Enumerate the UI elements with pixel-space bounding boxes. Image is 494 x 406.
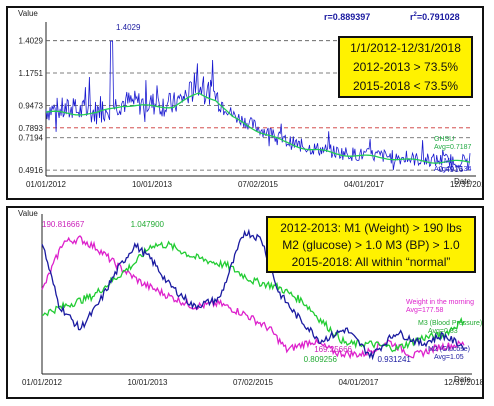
top-y-tick-label: 0.7893 — [19, 124, 44, 133]
bottom-chart-panel: Value 01/01/2012 10/01/2013 07/02/2015 04/0… — [6, 206, 484, 399]
top-series-ghsu-line — [45, 40, 471, 171]
bottom-series-glucose-line — [41, 228, 465, 361]
bottom-x-tick-label: 07/02/2015 — [233, 378, 274, 387]
bottom-x-tick-label: 12/31/2018 — [444, 378, 482, 387]
top-y-tick-label: 0.7194 — [19, 134, 44, 143]
bottom-box-line-2: M2 (glucose) > 1.0 M3 (BP) > 1.0 — [282, 238, 460, 252]
top-chart-panel: Value r=0.889397 r2=0.791028 1.4029 1.175… — [6, 6, 484, 200]
bottom-annotation-weight-max: 190.816667 — [42, 220, 85, 229]
top-y-axis-title: Value — [18, 9, 38, 18]
bottom-box-line-1: 2012-2013: M1 (Weight) > 190 lbs — [280, 221, 462, 235]
top-x-tick-label: 12/31/2018 — [450, 180, 482, 189]
top-y-tick-label: 0.9473 — [19, 101, 44, 110]
bottom-legend-glucose: M2 (Glucose) Avg=1.05 — [428, 346, 471, 361]
bottom-legend-bp: M3 (Blood Pressure) Avg=0.83 — [418, 320, 483, 335]
top-box-line-1: 1/1/2012-12/31/2018 — [350, 41, 461, 55]
top-x-tick-label: 01/01/2012 — [26, 180, 67, 189]
bottom-annotation-weight-min: 169.25666 — [314, 345, 352, 354]
top-series-mi-line — [45, 92, 471, 164]
bottom-series-weight-line — [41, 235, 465, 360]
bottom-annotation-bp-min: 0.809256 — [304, 355, 338, 364]
top-r2-stat: r2=0.791028 — [410, 12, 460, 22]
bottom-box-line-3: 2015-2018: All within “normal” — [291, 255, 451, 269]
bottom-x-tick-label: 04/01/2017 — [338, 378, 379, 387]
bottom-x-tick-label: 01/01/2012 — [22, 378, 63, 387]
top-r-stat: r=0.889397 — [324, 12, 371, 22]
top-peak-label: 1.4029 — [116, 23, 141, 32]
top-min-label: 0.4916 — [439, 165, 464, 174]
bottom-x-tick-label: 10/01/2013 — [127, 378, 168, 387]
top-y-tick-label: 1.4029 — [19, 37, 44, 46]
bottom-legend-weight: Weight in the morning Avg=177.58 — [406, 299, 474, 314]
top-x-tick-label: 07/02/2015 — [238, 180, 279, 189]
bottom-annotation-bp-max: 1.047900 — [131, 220, 165, 229]
top-summary-box: 1/1/2012-12/31/2018 2012-2013 > 73.5% 20… — [338, 36, 473, 98]
bottom-annotation-glucose-min: 0.931241 — [377, 355, 411, 364]
top-y-tick-label: 1.1751 — [19, 69, 44, 78]
top-legend-mi: MI Avg=0.7134 — [434, 158, 472, 173]
top-box-line-2: 2012-2013 > 73.5% — [352, 60, 459, 74]
top-x-axis-title: Date — [454, 177, 471, 186]
top-x-tick-label: 10/01/2013 — [132, 180, 173, 189]
bottom-chart-plot: 01/01/2012 10/01/2013 07/02/2015 04/01/2017… — [22, 214, 482, 387]
bottom-summary-box: 2012-2013: M1 (Weight) > 190 lbs M2 (glu… — [266, 216, 476, 273]
bottom-series-bp-line — [41, 240, 465, 353]
top-x-tick-label: 04/01/2017 — [344, 180, 385, 189]
top-y-tick-label: 0.4916 — [19, 166, 44, 175]
top-legend-ghsu: GHSU Avg=0.7187 — [434, 136, 472, 151]
bottom-y-axis-title: Value — [18, 209, 38, 218]
bottom-x-axis-title: Date — [454, 375, 471, 384]
top-box-line-3: 2015-2018 < 73.5% — [352, 79, 459, 93]
